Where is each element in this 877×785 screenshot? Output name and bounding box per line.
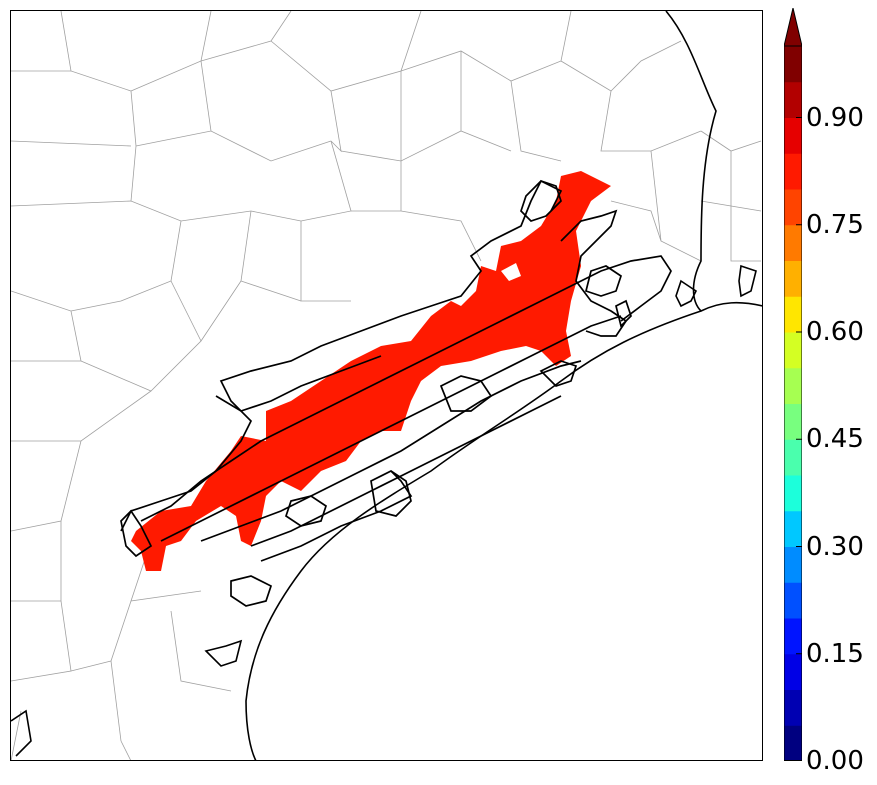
colorbar bbox=[784, 8, 802, 761]
colorbar-tick-label: 0.60 bbox=[806, 317, 864, 347]
colorbar-level bbox=[784, 153, 802, 190]
colorbar-tick-label: 0.90 bbox=[806, 102, 864, 133]
colorbar-level bbox=[784, 475, 802, 512]
map-panel bbox=[10, 10, 763, 761]
colorbar-level bbox=[784, 403, 802, 440]
colorbar-level bbox=[784, 689, 802, 726]
colorbar-level bbox=[784, 260, 802, 297]
colorbar-tick-label: 0.45 bbox=[806, 424, 864, 455]
colorbar-level bbox=[784, 81, 802, 118]
colorbar-level bbox=[784, 117, 802, 154]
colorbar-tick-label: 0.15 bbox=[806, 638, 864, 669]
map-canvas bbox=[11, 11, 762, 760]
colorbar-level bbox=[784, 367, 802, 404]
coastline bbox=[11, 11, 762, 760]
colorbar-level bbox=[784, 582, 802, 619]
colorbar-level bbox=[784, 725, 802, 761]
shaded-probability-region bbox=[131, 171, 611, 571]
colorbar-tick-label: 0.30 bbox=[806, 531, 864, 562]
colorbar-level bbox=[784, 618, 802, 655]
ensemble-contours bbox=[120, 179, 672, 607]
colorbar-level bbox=[784, 546, 802, 583]
colorbar-level bbox=[784, 332, 802, 369]
colorbar-level bbox=[784, 510, 802, 547]
county-boundaries bbox=[11, 11, 762, 760]
colorbar-tick-label: 0.00 bbox=[806, 746, 864, 776]
colorbar-level bbox=[784, 46, 802, 83]
colorbar-extend-arrow bbox=[784, 8, 802, 47]
colorbar-tick-label: 0.75 bbox=[806, 209, 864, 240]
colorbar-level bbox=[784, 189, 802, 226]
colorbar-level bbox=[784, 224, 802, 261]
colorbar-level bbox=[784, 439, 802, 476]
colorbar-level bbox=[784, 653, 802, 690]
colorbar-level bbox=[784, 296, 802, 333]
